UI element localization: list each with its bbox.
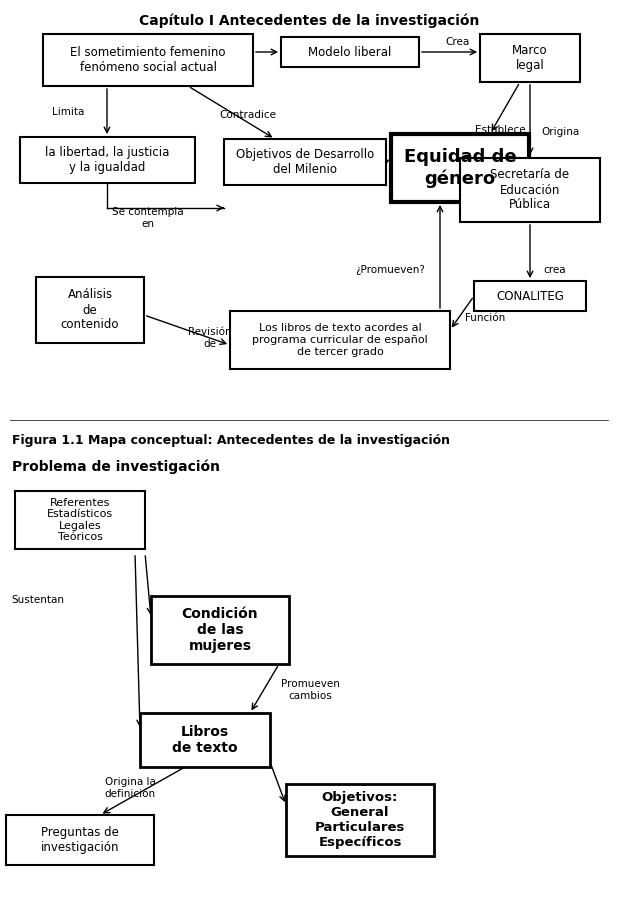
FancyBboxPatch shape — [151, 596, 289, 664]
Text: Origina la
definición: Origina la definición — [104, 777, 156, 799]
Text: Origina: Origina — [541, 127, 579, 137]
Text: CONALITEG: CONALITEG — [496, 289, 564, 302]
FancyBboxPatch shape — [140, 713, 270, 767]
Text: Condición
de las
mujeres: Condición de las mujeres — [182, 606, 258, 653]
Text: crea: crea — [544, 265, 566, 275]
Text: Objetivos:
General
Particulares
Específicos: Objetivos: General Particulares Específi… — [315, 791, 405, 849]
FancyBboxPatch shape — [474, 281, 586, 311]
FancyBboxPatch shape — [15, 491, 145, 549]
FancyBboxPatch shape — [480, 34, 580, 82]
Text: Modelo liberal: Modelo liberal — [308, 46, 392, 59]
Text: ¿Promueven?: ¿Promueven? — [355, 265, 425, 275]
Text: Se contempla
en: Se contempla en — [112, 207, 184, 229]
FancyBboxPatch shape — [36, 277, 144, 343]
Text: Promueven
cambios: Promueven cambios — [281, 679, 339, 701]
FancyBboxPatch shape — [391, 134, 529, 202]
Text: Sustentan: Sustentan — [12, 595, 64, 605]
FancyBboxPatch shape — [20, 137, 195, 183]
FancyBboxPatch shape — [460, 158, 600, 222]
Text: Libros
de texto: Libros de texto — [172, 725, 238, 755]
Text: Problema de investigación: Problema de investigación — [12, 460, 220, 474]
Text: Capítulo I Antecedentes de la investigación: Capítulo I Antecedentes de la investigac… — [139, 14, 479, 28]
Text: El sometimiento femenino
fenómeno social actual: El sometimiento femenino fenómeno social… — [70, 46, 226, 74]
FancyBboxPatch shape — [224, 139, 386, 185]
Text: Figura 1.1 Mapa conceptual: Antecedentes de la investigación: Figura 1.1 Mapa conceptual: Antecedentes… — [12, 434, 450, 447]
Text: Crea: Crea — [446, 37, 470, 47]
Text: Contradice: Contradice — [219, 110, 276, 120]
FancyBboxPatch shape — [6, 815, 154, 865]
Text: Limita: Limita — [52, 107, 84, 117]
FancyBboxPatch shape — [281, 37, 419, 67]
Text: Establece: Establece — [475, 125, 525, 135]
Text: Los libros de texto acordes al
programa curricular de español
de tercer grado: Los libros de texto acordes al programa … — [252, 323, 428, 356]
FancyBboxPatch shape — [230, 311, 450, 369]
Text: Secretaría de
Educación
Pública: Secretaría de Educación Pública — [491, 169, 570, 212]
FancyBboxPatch shape — [286, 784, 434, 856]
FancyBboxPatch shape — [43, 34, 253, 86]
Text: Preguntas de
investigación: Preguntas de investigación — [41, 826, 119, 854]
Text: Equidad de
género: Equidad de género — [404, 148, 516, 188]
Text: Referentes
Estadísticos
Legales
Teóricos: Referentes Estadísticos Legales Teóricos — [47, 497, 113, 542]
Text: Objetivos de Desarrollo
del Milenio: Objetivos de Desarrollo del Milenio — [236, 148, 374, 176]
Text: Marco
legal: Marco legal — [512, 44, 548, 72]
Text: Función: Función — [465, 313, 505, 323]
Text: la libertad, la justicia
y la igualdad: la libertad, la justicia y la igualdad — [45, 146, 169, 174]
Text: Revisión
de: Revisión de — [188, 327, 232, 349]
Text: Análisis
de
contenido: Análisis de contenido — [61, 289, 119, 332]
